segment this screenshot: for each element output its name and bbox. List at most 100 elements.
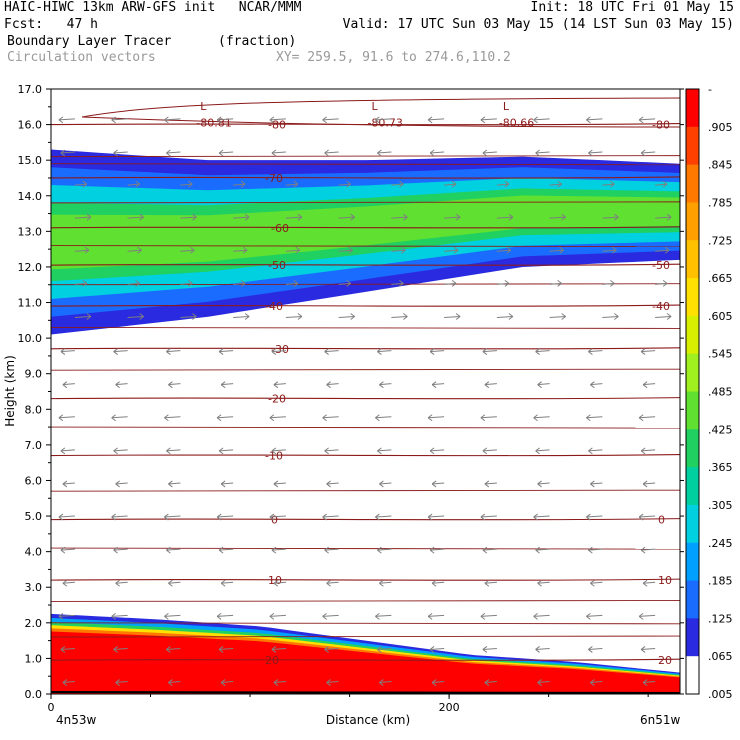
circulation-vector-head <box>350 313 355 320</box>
circulation-vector <box>430 548 445 551</box>
circulation-vector-head <box>269 116 275 124</box>
cross-section-coords: XY= 259.5, 91.6 to 274.6,110.2 <box>276 50 511 65</box>
colorbar-label-6: .605 <box>708 310 733 323</box>
isotherm-label--50: -50 <box>268 259 286 272</box>
y-tick-label-16: 16.0 <box>18 119 43 132</box>
circulation-vector-head <box>399 279 404 287</box>
circulation-vector <box>377 548 392 551</box>
circulation-vector <box>271 647 286 650</box>
circulation-vector <box>273 681 286 684</box>
circulation-vector-head <box>588 646 593 653</box>
field-units: (fraction) <box>218 34 297 49</box>
circulation-vector-head <box>139 313 144 320</box>
circulation-vector-head <box>242 246 248 254</box>
circulation-vector <box>273 581 286 584</box>
circulation-vector <box>269 614 286 617</box>
circulation-vector-head <box>139 213 144 221</box>
circulation-vector <box>641 449 656 452</box>
circulation-vector-head <box>115 679 120 686</box>
circulation-vector <box>480 416 497 419</box>
circulation-vector-head <box>240 180 246 188</box>
circulation-vector-head <box>190 246 195 254</box>
circulation-vector-head <box>561 313 566 320</box>
circulation-vector-head <box>638 513 644 521</box>
circulation-vector <box>111 118 128 121</box>
circulation-vector <box>428 118 445 121</box>
circulation-vector <box>180 315 197 318</box>
y-tick-label-15: 15.0 <box>18 154 43 167</box>
circulation-vector <box>641 548 656 551</box>
circulation-vector <box>269 515 286 518</box>
circulation-vector <box>115 681 128 684</box>
circulation-vector-head <box>111 513 116 521</box>
circulation-vector <box>273 383 286 386</box>
circulation-vector-head <box>58 414 64 422</box>
isotherm--60 <box>50 226 681 229</box>
circulation-vector-head <box>375 513 380 521</box>
circulation-vector-head <box>220 480 226 488</box>
circulation-vector-head <box>586 612 591 620</box>
circulation-vector-head <box>559 246 564 254</box>
circulation-vector <box>549 183 562 186</box>
circulation-vector-head <box>557 180 562 188</box>
circulation-vector-head <box>166 447 171 455</box>
circulation-vector-head <box>60 149 66 157</box>
colorbar-swatch-2 <box>686 164 699 203</box>
circulation-vector-head <box>508 313 514 320</box>
circulation-vector-head <box>346 180 351 188</box>
circulation-vector-head <box>480 116 486 124</box>
circulation-vector <box>655 183 668 186</box>
circulation-vector-head <box>590 381 595 389</box>
circulation-vector-head <box>429 149 435 157</box>
circulation-vector <box>588 548 603 551</box>
circulation-vector-head <box>115 381 120 389</box>
circulation-vector <box>537 383 550 386</box>
circulation-vector-head <box>188 180 193 188</box>
colorbar-label-14: .125 <box>708 612 733 625</box>
circulation-vector-head <box>482 646 488 653</box>
isotherm-top-curve-2 <box>81 116 681 128</box>
circulation-vector <box>113 647 128 650</box>
circulation-vector-head <box>216 612 222 620</box>
circulation-vector-head <box>111 414 116 422</box>
circulation-vector-head <box>216 414 222 422</box>
isotherm-label--70: -70 <box>265 172 283 185</box>
circulation-vector <box>322 614 339 617</box>
circulation-vector <box>639 416 656 419</box>
circulation-vector-head <box>86 213 92 221</box>
circulation-vector-head <box>218 348 224 355</box>
circulation-vector-head <box>166 149 171 157</box>
circulation-vector <box>324 151 339 154</box>
circulation-vector-head <box>506 246 512 254</box>
circulation-vector-head <box>113 348 118 355</box>
circulation-vector-head <box>403 313 408 320</box>
circulation-vector-head <box>642 381 648 389</box>
circulation-vector <box>379 681 392 684</box>
circulation-vector-head <box>164 414 169 422</box>
colorbar-label-3: .785 <box>708 196 733 209</box>
circulation-vector <box>164 614 181 617</box>
circulation-vector-head <box>379 579 384 587</box>
boundary-layer-band-5 <box>51 631 680 694</box>
circulation-vector-head <box>429 646 435 653</box>
isotherm-right-label--40: -40 <box>652 300 670 313</box>
circulation-vector <box>273 482 286 485</box>
colorbar-label-9: .425 <box>708 423 733 436</box>
circulation-vector <box>590 482 603 485</box>
circulation-vector <box>338 282 351 285</box>
circulation-vector-head <box>135 279 140 287</box>
circulation-vector <box>535 151 550 154</box>
terrain-line <box>50 691 681 694</box>
init-time: Init: 18 UTC Fri 01 May 15 <box>530 0 735 15</box>
colorbar-swatch-7 <box>686 353 699 392</box>
circulation-vector <box>285 183 298 186</box>
circulation-vector <box>588 449 603 452</box>
circulation-vector-head <box>455 213 461 221</box>
circulation-vector-head <box>297 313 303 320</box>
colorbar-swatch-15 <box>686 656 699 695</box>
isotherm-minor <box>50 368 681 371</box>
circulation-vector-head <box>377 646 382 653</box>
circulation-vector-head <box>62 679 68 686</box>
circulation-vector-head <box>220 381 226 389</box>
circulation-vector <box>217 614 234 617</box>
